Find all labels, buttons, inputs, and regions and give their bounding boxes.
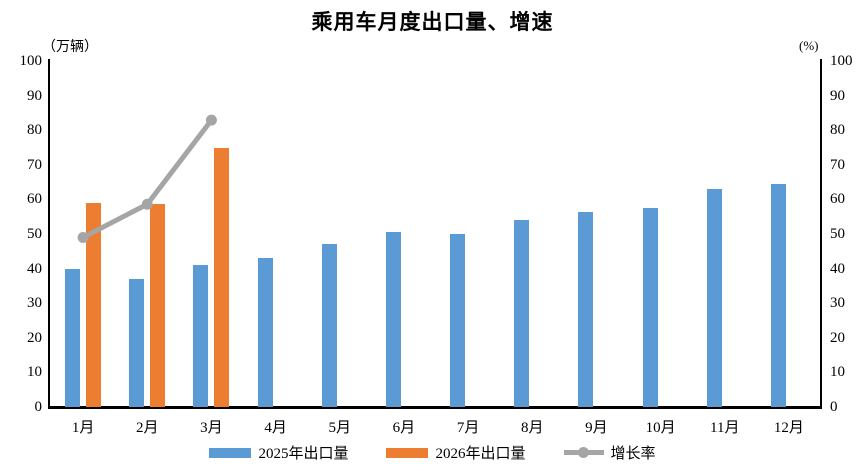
left-axis-tick-label: 80 xyxy=(27,122,42,139)
right-axis-tick-label: 20 xyxy=(830,329,845,346)
x-axis-tick-label: 5月 xyxy=(328,420,352,436)
left-axis-tick-label: 40 xyxy=(27,260,42,277)
left-axis-tick-label: 60 xyxy=(27,191,42,208)
left-axis-line xyxy=(48,59,50,408)
legend-item-2025: 2025年出口量 xyxy=(209,442,348,463)
left-axis-tick-label: 10 xyxy=(27,364,42,381)
left-axis-tick-label: 100 xyxy=(19,53,43,69)
right-axis-tick-label: 90 xyxy=(830,87,845,104)
growth-line-marker xyxy=(141,198,153,210)
legend: 2025年出口量 2026年出口量 增长率 xyxy=(0,442,865,463)
growth-line-path xyxy=(81,118,214,240)
legend-swatch-2025-bar xyxy=(209,447,252,458)
bar-2025年出口量-7月 xyxy=(450,234,466,407)
bar-2025年出口量-1月 xyxy=(65,268,81,407)
legend-label-2025: 2025年出口量 xyxy=(258,446,349,462)
right-axis-tick-label: 40 xyxy=(830,260,845,277)
legend-item-2026: 2026年出口量 xyxy=(386,442,526,463)
right-axis-line xyxy=(820,59,822,408)
right-axis-tick-label: 70 xyxy=(830,156,845,173)
right-axis-tick-label: 50 xyxy=(830,226,845,242)
bar-2025年出口量-4月 xyxy=(257,258,273,407)
x-axis-tick-label: 12月 xyxy=(773,420,804,436)
x-axis-tick-label: 9月 xyxy=(585,420,608,436)
x-axis-tick-label: 1月 xyxy=(71,420,95,436)
growth-line-series xyxy=(77,114,217,243)
x-axis-tick-label: 2月 xyxy=(135,420,159,436)
bar-2025年出口量-2月 xyxy=(129,278,145,407)
growth-line-marker xyxy=(205,114,217,126)
bar-2025年出口量-8月 xyxy=(514,220,530,407)
growth-line-marker xyxy=(77,231,89,243)
right-axis-tick-label: 10 xyxy=(830,364,845,381)
legend-swatch-2026-bar xyxy=(386,447,429,458)
left-axis-tick-label: 50 xyxy=(27,226,42,242)
x-axis-tick-label: 10月 xyxy=(645,420,676,436)
legend-item-growth: 增长率 xyxy=(563,442,656,463)
left-axis-tick-label: 30 xyxy=(27,295,42,312)
right-axis-unit-label: (%) xyxy=(799,38,819,53)
bar-2026年出口量-3月 xyxy=(214,147,230,407)
x-axis-tick-label: 3月 xyxy=(200,420,223,436)
x-axis-tick-label: 7月 xyxy=(456,420,480,436)
bar-2025年出口量-9月 xyxy=(578,211,594,407)
bar-2025年出口量-11月 xyxy=(706,189,722,407)
left-axis-tick-label: 0 xyxy=(34,399,43,415)
x-axis-tick-label: 4月 xyxy=(264,420,287,436)
legend-line-marker-icon xyxy=(563,447,604,458)
x-axis-tick-label: 11月 xyxy=(710,420,740,436)
legend-label-growth: 增长率 xyxy=(610,446,656,462)
plot-area xyxy=(51,61,821,407)
right-axis-tick-label: 30 xyxy=(830,295,845,312)
left-axis-tick-label: 20 xyxy=(27,329,42,346)
bar-2025年出口量-5月 xyxy=(321,244,337,407)
x-axis-line xyxy=(48,406,822,409)
legend-label-2026: 2026年出口量 xyxy=(435,446,526,462)
bar-2025年出口量-10月 xyxy=(642,208,658,407)
left-axis-tick-label: 90 xyxy=(27,87,42,104)
right-axis-tick-label: 60 xyxy=(830,191,845,208)
bar-2026年出口量-2月 xyxy=(150,204,166,407)
right-axis-tick-label: 100 xyxy=(830,53,853,69)
x-axis-tick-label: 6月 xyxy=(392,420,416,436)
bar-2025年出口量-6月 xyxy=(385,232,401,407)
left-axis-unit-label: （万辆） xyxy=(42,40,98,55)
bar-2025年出口量-3月 xyxy=(193,265,209,407)
left-axis-tick-label: 70 xyxy=(27,156,42,173)
chart-title: 乘用车月度出口量、增速 xyxy=(311,10,554,34)
x-axis-tick-label: 8月 xyxy=(520,420,544,436)
bar-2025年出口量-12月 xyxy=(770,183,786,407)
bar-2026年出口量-1月 xyxy=(86,202,102,407)
right-axis-tick-label: 80 xyxy=(830,122,845,139)
right-axis-tick-label: 0 xyxy=(830,399,838,415)
